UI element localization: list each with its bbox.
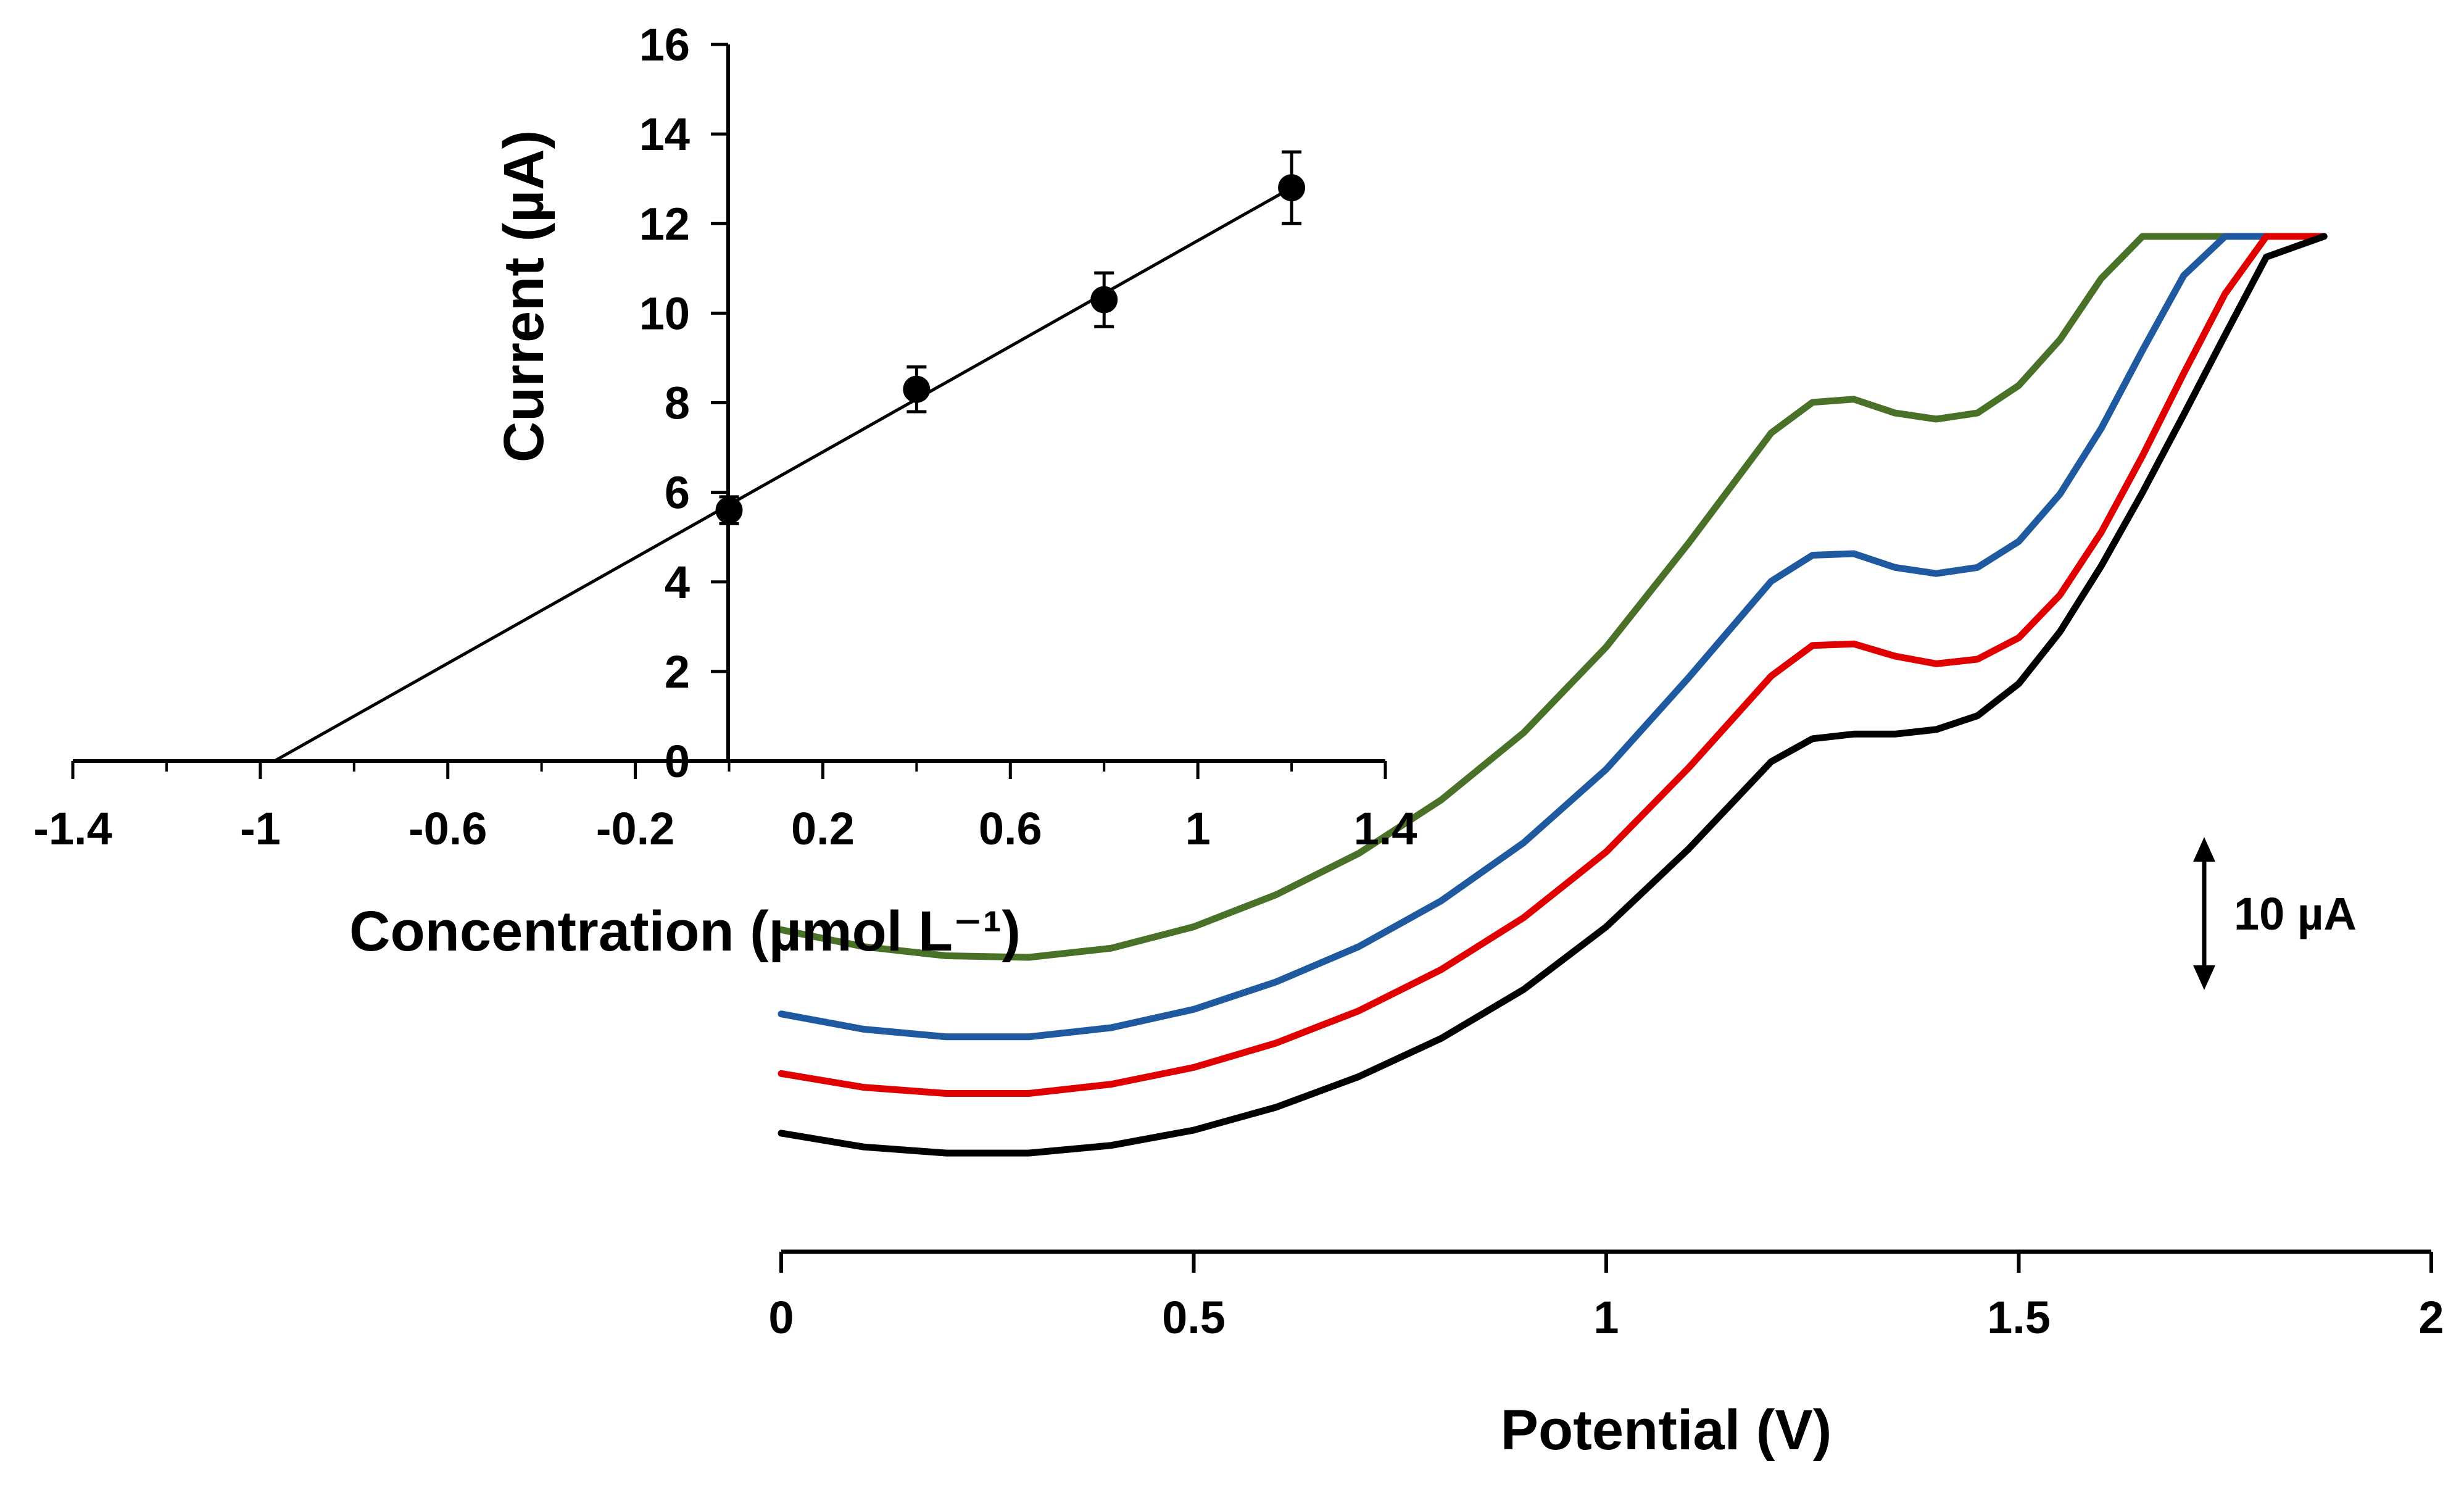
main-x-tick-labels: 0 0.5 1 1.5 2 bbox=[768, 1292, 2444, 1343]
inset-x-tick-label: -0.2 bbox=[596, 803, 675, 854]
inset-fit-line bbox=[273, 186, 1293, 763]
inset-y-tick-label: 8 bbox=[665, 378, 690, 429]
main-x-tick-label: 2 bbox=[2418, 1292, 2444, 1343]
inset-x-tick-labels: -1.4 -1 -0.6 -0.2 0.2 0.6 1 1.4 bbox=[33, 803, 1417, 854]
scale-bar-arrow-down-icon bbox=[2193, 965, 2215, 990]
inset-x-tick-label: 1.4 bbox=[1354, 803, 1417, 854]
inset-data-points bbox=[715, 174, 1306, 524]
inset-y-tick-label: 6 bbox=[665, 467, 690, 518]
scale-bar: 10 µA bbox=[2193, 837, 2357, 990]
series-line-red bbox=[778, 233, 2328, 1097]
inset-y-tick-labels: 0 2 4 6 8 10 12 14 16 bbox=[639, 19, 690, 787]
inset-data-point bbox=[1278, 174, 1306, 202]
main-series-group bbox=[778, 233, 2328, 1157]
scale-bar-label: 10 µA bbox=[2234, 888, 2357, 939]
main-chart: 0 0.5 1 1.5 2 Potential (V) 10 µA bbox=[768, 233, 2444, 1462]
scale-bar-arrow-up-icon bbox=[2193, 837, 2215, 862]
main-x-tick-label: 0 bbox=[768, 1292, 794, 1343]
main-x-tick-label: 0.5 bbox=[1162, 1292, 1226, 1343]
inset-error-bars bbox=[719, 150, 1302, 525]
inset-x-tick-label: 0.6 bbox=[979, 803, 1042, 854]
inset-y-tick-label: 12 bbox=[639, 198, 690, 249]
main-x-ticks bbox=[779, 1252, 2433, 1273]
inset-chart: -1.4 -1 -0.6 -0.2 0.2 0.6 1 1.4 0 2 4 6 … bbox=[33, 19, 1417, 963]
series-line-green bbox=[778, 233, 2237, 961]
inset-y-tick-label: 16 bbox=[639, 19, 690, 70]
inset-x-tick-label: -1.4 bbox=[33, 803, 112, 854]
inset-y-tick-label: 10 bbox=[639, 288, 690, 339]
inset-y-tick-label: 4 bbox=[665, 557, 690, 608]
series-line-black bbox=[778, 233, 2328, 1157]
inset-data-point bbox=[903, 375, 931, 403]
inset-y-tick-label: 2 bbox=[665, 646, 690, 697]
inset-y-ticks bbox=[711, 43, 728, 763]
inset-y-axis-title: Current (µA) bbox=[492, 130, 555, 463]
main-x-axis-title: Potential (V) bbox=[1501, 1399, 1832, 1462]
main-x-tick-label: 1 bbox=[1593, 1292, 1619, 1343]
inset-y-tick-label: 14 bbox=[639, 109, 690, 160]
inset-x-ticks bbox=[71, 761, 1387, 779]
inset-y-tick-label: 0 bbox=[665, 736, 690, 787]
main-x-tick-label: 1.5 bbox=[1987, 1292, 2051, 1343]
inset-data-point bbox=[1090, 286, 1118, 314]
inset-x-axis-title: Concentration (µmol L⁻¹) bbox=[349, 900, 1021, 963]
inset-x-tick-label: -1 bbox=[240, 803, 281, 854]
inset-x-tick-label: 0.2 bbox=[791, 803, 855, 854]
inset-x-tick-label: 1 bbox=[1185, 803, 1211, 854]
inset-x-tick-label: -0.6 bbox=[409, 803, 487, 854]
inset-data-point bbox=[715, 496, 743, 524]
series-line-blue bbox=[778, 233, 2270, 1041]
